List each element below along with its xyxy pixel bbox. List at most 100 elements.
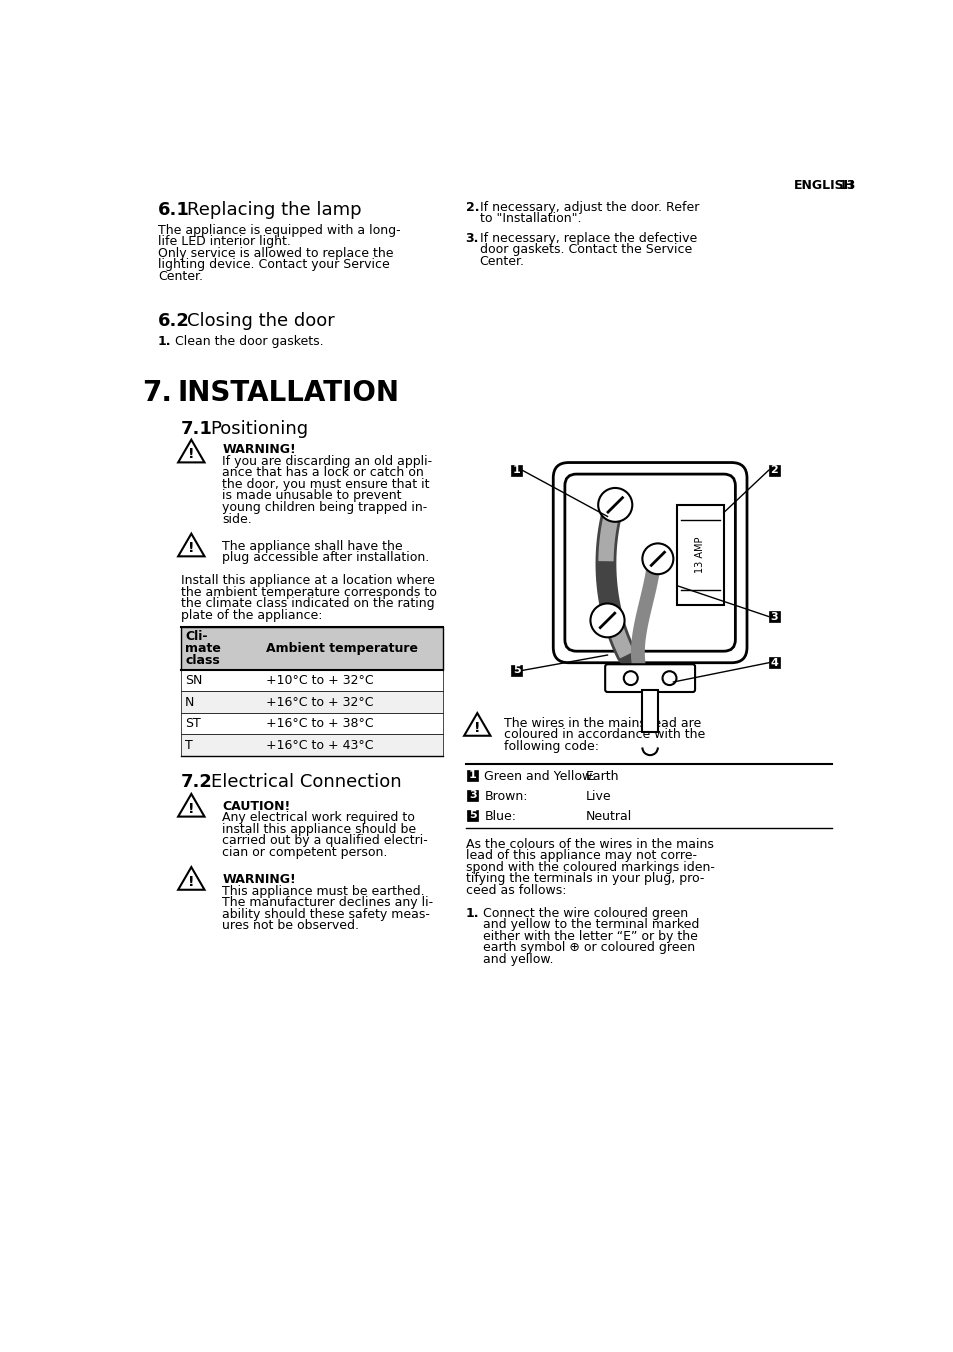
FancyBboxPatch shape [181, 626, 443, 669]
Text: 2.: 2. [465, 200, 478, 214]
Text: CAUTION!: CAUTION! [222, 800, 291, 813]
Text: !: ! [188, 802, 194, 815]
Text: Replacing the lamp: Replacing the lamp [187, 200, 362, 219]
Text: carried out by a qualified electri-: carried out by a qualified electri- [222, 834, 428, 848]
Text: !: ! [188, 448, 194, 461]
Text: 2: 2 [769, 465, 778, 476]
Text: Earth: Earth [585, 769, 618, 783]
Text: If you are discarding an old appli-: If you are discarding an old appli- [222, 454, 432, 468]
Circle shape [623, 671, 637, 685]
Text: 3: 3 [468, 790, 476, 800]
Text: either with the letter “E” or by the: either with the letter “E” or by the [482, 930, 697, 942]
Text: Clean the door gaskets.: Clean the door gaskets. [174, 335, 323, 349]
Text: 5: 5 [513, 665, 520, 676]
Text: is made unusable to prevent: is made unusable to prevent [222, 489, 401, 503]
FancyBboxPatch shape [467, 790, 477, 800]
Text: Center.: Center. [479, 254, 524, 268]
Text: ST: ST [185, 718, 201, 730]
FancyBboxPatch shape [467, 769, 477, 780]
FancyBboxPatch shape [181, 713, 443, 734]
Text: As the colours of the wires in the mains: As the colours of the wires in the mains [465, 837, 713, 850]
Text: Brown:: Brown: [484, 790, 527, 803]
Text: This appliance must be earthed.: This appliance must be earthed. [222, 884, 424, 898]
Text: 13 AMP: 13 AMP [695, 537, 705, 573]
Text: The manufacturer declines any li-: The manufacturer declines any li- [222, 896, 433, 909]
Text: If necessary, adjust the door. Refer: If necessary, adjust the door. Refer [479, 200, 699, 214]
Text: Cli-: Cli- [185, 630, 208, 644]
Text: WARNING!: WARNING! [222, 873, 295, 886]
Text: 7.: 7. [142, 380, 172, 407]
Text: !: ! [474, 721, 480, 735]
Text: Electrical Connection: Electrical Connection [211, 773, 401, 791]
Text: earth symbol ⊕ or coloured green: earth symbol ⊕ or coloured green [482, 941, 694, 955]
Text: plug accessible after installation.: plug accessible after installation. [222, 552, 429, 564]
FancyBboxPatch shape [768, 465, 779, 476]
Text: and yellow.: and yellow. [482, 953, 553, 967]
Text: 7.2: 7.2 [181, 773, 213, 791]
Text: Blue:: Blue: [484, 810, 516, 823]
Text: +10°C to + 32°C: +10°C to + 32°C [266, 675, 374, 687]
Text: Any electrical work required to: Any electrical work required to [222, 811, 415, 825]
Text: 6.2: 6.2 [158, 312, 190, 330]
Text: !: ! [188, 875, 194, 888]
Text: Green and Yellow:: Green and Yellow: [484, 769, 596, 783]
Text: Connect the wire coloured green: Connect the wire coloured green [482, 907, 687, 919]
Text: ance that has a lock or catch on: ance that has a lock or catch on [222, 466, 424, 480]
FancyBboxPatch shape [181, 734, 443, 756]
Text: cian or competent person.: cian or competent person. [222, 846, 387, 859]
Text: 5: 5 [468, 810, 476, 821]
Text: install this appliance should be: install this appliance should be [222, 823, 416, 836]
Text: WARNING!: WARNING! [222, 443, 295, 456]
Text: Only service is allowed to replace the: Only service is allowed to replace the [158, 247, 393, 260]
Text: +16°C to + 32°C: +16°C to + 32°C [266, 696, 374, 708]
Text: 1: 1 [468, 771, 476, 780]
FancyBboxPatch shape [467, 810, 477, 821]
Text: SN: SN [185, 675, 202, 687]
Text: Positioning: Positioning [211, 420, 309, 438]
Text: door gaskets. Contact the Service: door gaskets. Contact the Service [479, 243, 691, 256]
Text: following code:: following code: [504, 740, 598, 753]
Text: N: N [185, 696, 194, 708]
FancyBboxPatch shape [677, 504, 723, 604]
Text: the climate class indicated on the rating: the climate class indicated on the ratin… [181, 598, 435, 610]
Text: ENGLISH: ENGLISH [793, 180, 854, 192]
Text: Ambient temperature: Ambient temperature [266, 642, 418, 654]
FancyBboxPatch shape [511, 465, 521, 476]
Text: Closing the door: Closing the door [187, 312, 335, 330]
Text: !: ! [188, 541, 194, 556]
Text: tifying the terminals in your plug, pro-: tifying the terminals in your plug, pro- [465, 872, 703, 886]
FancyBboxPatch shape [768, 611, 779, 622]
Text: mate: mate [185, 642, 221, 654]
Text: 6.1: 6.1 [158, 200, 190, 219]
Text: The wires in the mains lead are: The wires in the mains lead are [504, 717, 701, 730]
Text: The appliance shall have the: The appliance shall have the [222, 539, 402, 553]
Text: side.: side. [222, 512, 252, 526]
Text: young children being trapped in-: young children being trapped in- [222, 502, 427, 514]
Text: coloured in accordance with the: coloured in accordance with the [504, 729, 705, 741]
FancyBboxPatch shape [553, 462, 746, 662]
Circle shape [661, 671, 676, 685]
Text: lead of this appliance may not corre-: lead of this appliance may not corre- [465, 849, 696, 863]
Circle shape [590, 603, 624, 637]
Circle shape [641, 544, 673, 575]
FancyBboxPatch shape [181, 669, 443, 691]
Text: 1.: 1. [465, 907, 478, 919]
Text: 7.1: 7.1 [181, 420, 213, 438]
Text: Center.: Center. [158, 270, 203, 283]
Text: class: class [185, 653, 219, 667]
Text: 4: 4 [769, 657, 778, 668]
Text: The appliance is equipped with a long-: The appliance is equipped with a long- [158, 224, 400, 237]
Text: lighting device. Contact your Service: lighting device. Contact your Service [158, 258, 390, 272]
FancyBboxPatch shape [641, 690, 658, 731]
Text: +16°C to + 38°C: +16°C to + 38°C [266, 718, 374, 730]
Text: 1.: 1. [158, 335, 172, 349]
Circle shape [598, 488, 632, 522]
Text: Install this appliance at a location where: Install this appliance at a location whe… [181, 575, 435, 587]
Text: T: T [185, 740, 193, 752]
FancyBboxPatch shape [181, 691, 443, 713]
Text: the door, you must ensure that it: the door, you must ensure that it [222, 479, 430, 491]
Text: ability should these safety meas-: ability should these safety meas- [222, 907, 430, 921]
FancyBboxPatch shape [604, 664, 695, 692]
Text: Neutral: Neutral [585, 810, 632, 823]
Text: If necessary, replace the defective: If necessary, replace the defective [479, 231, 696, 245]
